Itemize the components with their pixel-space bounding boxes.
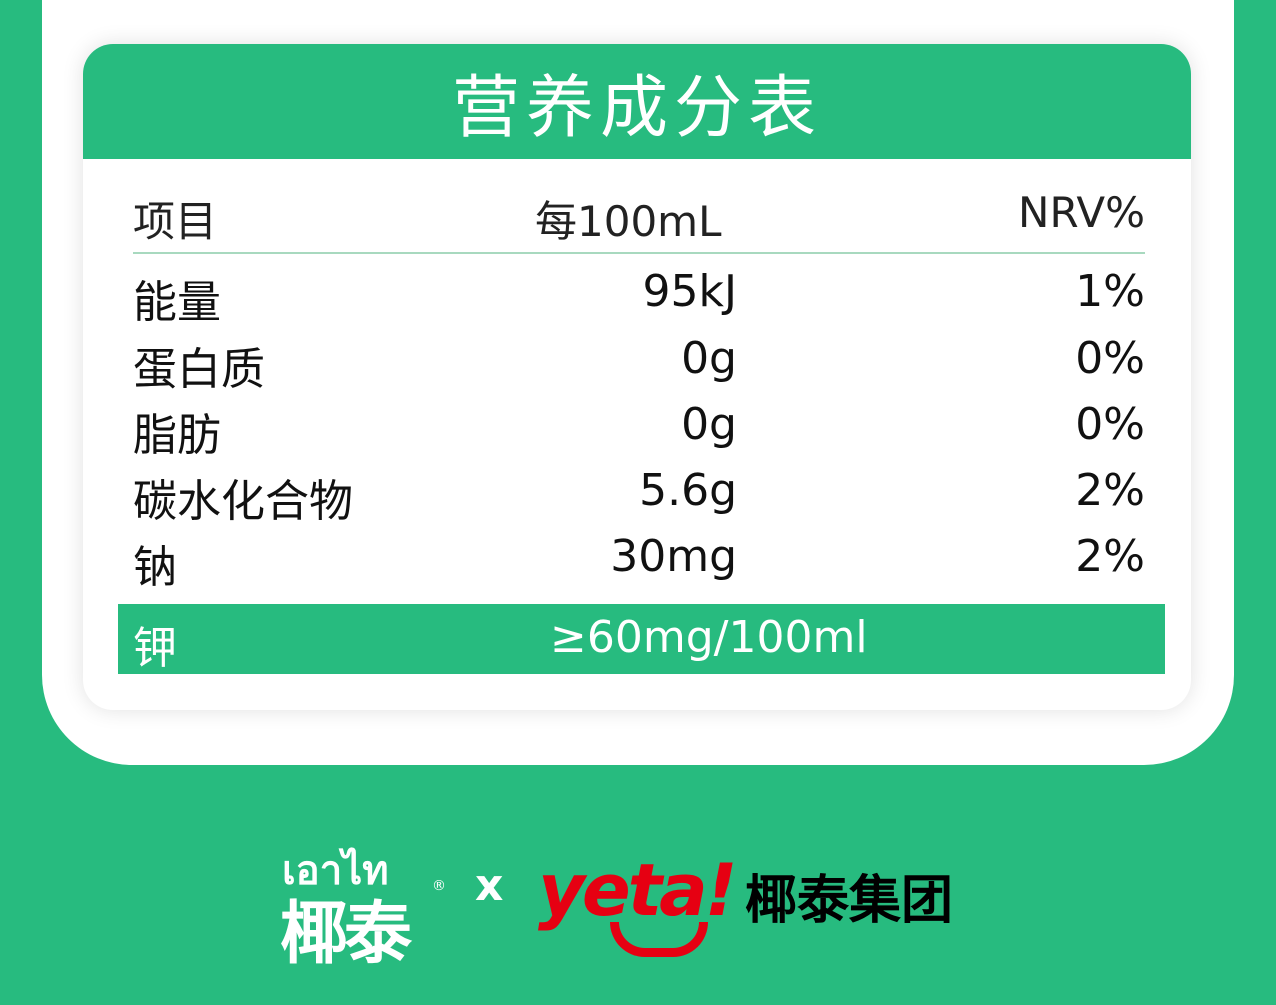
row-nrv: 0% bbox=[1075, 399, 1145, 450]
table-row: 能量 95kJ 1% bbox=[133, 266, 1145, 332]
table-title: 营养成分表 bbox=[83, 44, 1191, 159]
header-per100: 每100mL bbox=[535, 197, 722, 246]
header-item: 项目 bbox=[133, 197, 218, 246]
group-name: 椰泰集团 bbox=[745, 871, 954, 931]
row-value: 0g bbox=[681, 399, 737, 450]
row-value: ≥60mg/100ml bbox=[550, 612, 868, 663]
row-value: 30mg bbox=[610, 531, 737, 582]
table-row: 脂肪 0g 0% bbox=[133, 399, 1145, 465]
header-divider bbox=[133, 252, 1145, 254]
row-value: 5.6g bbox=[639, 465, 737, 516]
row-name: 蛋白质 bbox=[133, 344, 265, 395]
table-row: 碳水化合物 5.6g 2% bbox=[133, 465, 1145, 531]
row-value: 0g bbox=[681, 333, 737, 384]
table-header: 项目 每100mL NRV% bbox=[133, 188, 1145, 254]
brand-logos: เอาไท 椰泰 ® x yeta! 椰泰集团 bbox=[0, 830, 1276, 974]
thai-logo-text: เอาไท bbox=[282, 848, 389, 894]
table-row: 蛋白质 0g 0% bbox=[133, 333, 1145, 399]
smile-icon bbox=[610, 922, 708, 957]
row-nrv: 0% bbox=[1075, 333, 1145, 384]
header-nrv: NRV% bbox=[1018, 188, 1145, 237]
row-name: 钠 bbox=[133, 542, 177, 593]
nutrition-table: 营养成分表 项目 每100mL NRV% 能量 95kJ 1% 蛋白质 0g 0… bbox=[83, 44, 1191, 710]
table-row: 钠 30mg 2% bbox=[133, 531, 1145, 597]
row-name: 能量 bbox=[133, 277, 221, 328]
potassium-highlight-row: 钾 ≥60mg/100ml bbox=[118, 604, 1165, 674]
row-nrv: 1% bbox=[1075, 266, 1145, 317]
row-name: 脂肪 bbox=[133, 410, 221, 461]
row-name: 钾 bbox=[133, 623, 177, 674]
row-nrv: 2% bbox=[1075, 465, 1145, 516]
collab-x: x bbox=[475, 860, 504, 911]
row-nrv: 2% bbox=[1075, 531, 1145, 582]
yeta-logo: yeta! bbox=[538, 848, 738, 932]
row-value: 95kJ bbox=[642, 266, 737, 317]
registered-mark: ® bbox=[432, 878, 446, 894]
row-name: 碳水化合物 bbox=[133, 476, 353, 527]
yetai-logo: 椰泰 bbox=[280, 895, 412, 974]
